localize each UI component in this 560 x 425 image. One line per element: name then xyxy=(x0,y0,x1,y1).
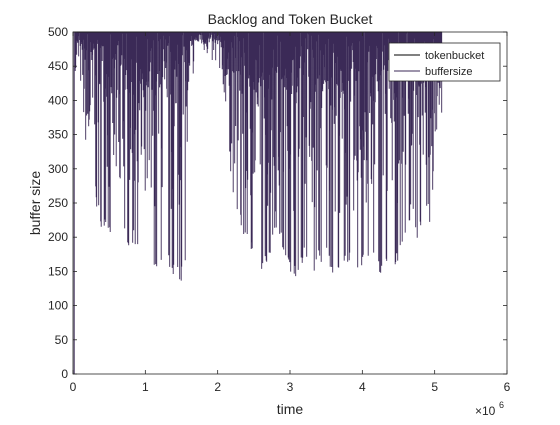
y-tick-label: 100 xyxy=(48,299,68,313)
y-tick-label: 0 xyxy=(61,367,68,381)
x-axis-exponent-base: ×10 xyxy=(475,404,496,418)
legend-label-tokenbucket: tokenbucket xyxy=(425,50,484,62)
y-tick-label: 350 xyxy=(48,128,68,142)
y-tick-label: 250 xyxy=(48,196,68,210)
x-tick-label: 5 xyxy=(431,380,438,394)
y-tick-label: 200 xyxy=(48,230,68,244)
y-tick-label: 500 xyxy=(48,25,68,39)
legend-box xyxy=(388,42,501,82)
y-tick-label: 450 xyxy=(48,59,68,73)
y-axis-label: buffer size xyxy=(27,171,43,236)
y-tick-label: 400 xyxy=(48,93,68,107)
x-tick-label: 1 xyxy=(142,380,149,394)
y-tick-label: 50 xyxy=(55,333,69,347)
x-tick-label: 6 xyxy=(504,380,511,394)
ticks-layer: 0 1 2 3 4 5 6 0 50 100 150 200 250 300 350 400 450 500 xyxy=(48,25,511,394)
y-tick-label: 300 xyxy=(48,162,68,176)
x-axis-label: time xyxy=(277,401,304,417)
legend-label-buffersize: buffersize xyxy=(425,66,473,78)
legend: tokenbucket buffersize xyxy=(388,42,501,82)
chart-title: Backlog and Token Bucket xyxy=(208,11,373,27)
x-tick-label: 2 xyxy=(214,380,221,394)
x-tick-label: 3 xyxy=(287,380,294,394)
y-tick-label: 150 xyxy=(48,264,68,278)
x-axis-exponent-power: 6 xyxy=(499,400,504,410)
x-tick-label: 0 xyxy=(70,380,77,394)
x-tick-label: 4 xyxy=(359,380,366,394)
